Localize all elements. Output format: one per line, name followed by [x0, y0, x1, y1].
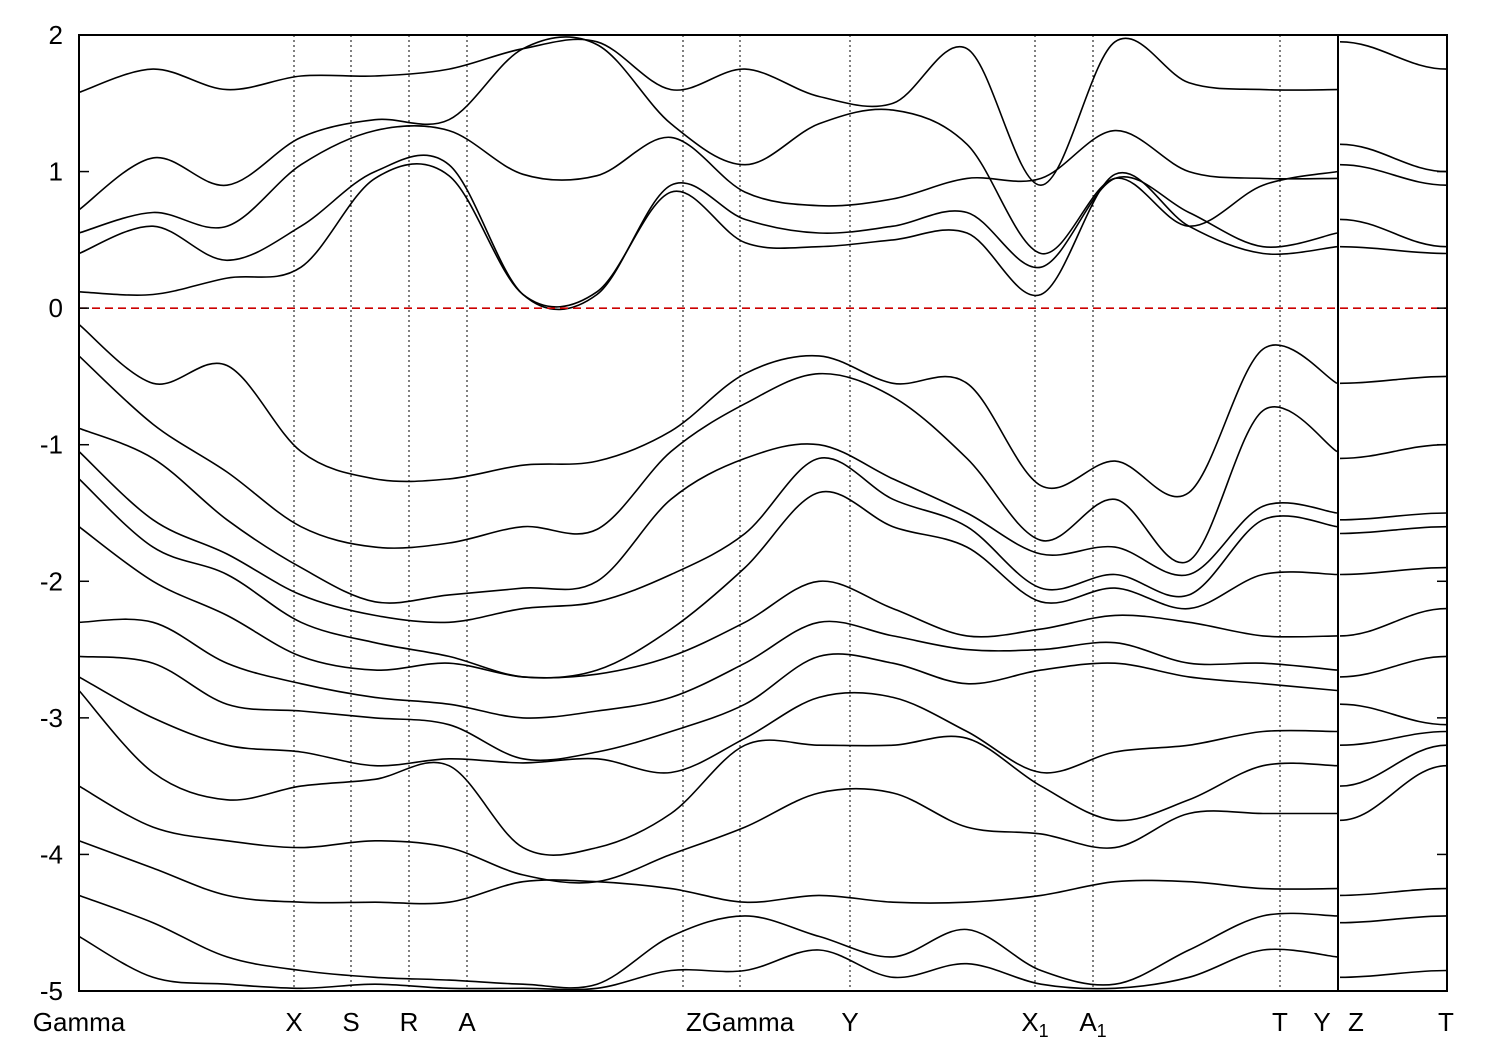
x-tick-label: X1	[1021, 1007, 1048, 1041]
y-tick-label: 1	[49, 157, 63, 187]
band-line	[78, 36, 1338, 255]
band-line	[78, 355, 1338, 564]
band-line	[1339, 218, 1448, 248]
y-tick-label: -1	[40, 430, 63, 460]
band-line	[78, 37, 1338, 187]
band-line	[1339, 969, 1448, 979]
x-tick-text: Z	[1348, 1007, 1364, 1037]
band-line	[1339, 143, 1448, 173]
y-tick-label: -4	[40, 839, 63, 869]
x-tick-text: A	[458, 1007, 476, 1037]
band-line	[78, 840, 1338, 905]
band-lines	[78, 36, 1448, 991]
x-tick-label: S	[342, 1007, 359, 1037]
x-tick-label: T	[1438, 1007, 1454, 1037]
x-tick-text: S	[342, 1007, 359, 1037]
x-tick-text: X	[285, 1007, 302, 1037]
x-tick-subscript: 1	[1039, 1021, 1049, 1041]
band-line	[1339, 764, 1448, 822]
band-line	[1339, 607, 1448, 637]
band-line	[78, 526, 1338, 679]
band-line	[78, 894, 1338, 989]
band-line	[1339, 744, 1448, 787]
band-line	[1339, 375, 1448, 385]
x-tick-label: Y	[1313, 1007, 1330, 1037]
x-tick-label: A1	[1079, 1007, 1106, 1041]
y-tick-label: 2	[49, 20, 63, 50]
x-tick-text: T	[1438, 1007, 1454, 1037]
band-line	[78, 676, 1338, 774]
x-tick-label: ZGamma	[686, 1007, 795, 1037]
band-line	[1339, 245, 1448, 255]
band-line	[1339, 163, 1448, 186]
y-tick-label: -3	[40, 703, 63, 733]
x-tick-text: Y	[841, 1007, 858, 1037]
band-line	[1339, 915, 1448, 924]
band-line	[78, 618, 1338, 719]
x-axis: Gamma X S R A ZGamma Y X1 A1 T Y Z T	[33, 1007, 1454, 1041]
x-tick-label: X	[285, 1007, 302, 1037]
x-tick-label: R	[400, 1007, 419, 1037]
band-line	[1339, 703, 1448, 726]
band-line	[78, 450, 1338, 624]
band-line	[1339, 525, 1448, 535]
band-line	[78, 935, 1338, 991]
x-tick-label: Gamma	[33, 1007, 126, 1037]
band-line	[1339, 887, 1448, 897]
band-line	[1339, 655, 1448, 678]
x-tick-label: Y	[841, 1007, 858, 1037]
band-line	[78, 427, 1338, 604]
band-line	[1339, 566, 1448, 576]
band-line	[1339, 443, 1448, 460]
high-symmetry-gridlines	[293, 35, 1281, 991]
x-tick-subscript: 1	[1097, 1021, 1107, 1041]
x-tick-text: ZGamma	[686, 1007, 795, 1037]
x-tick-text: T	[1272, 1007, 1288, 1037]
y-tick-label: 0	[49, 293, 63, 323]
band-line	[1339, 730, 1448, 746]
x-tick-label: A	[458, 1007, 476, 1037]
band-line	[78, 124, 1338, 234]
x-tick-text: X	[1021, 1007, 1038, 1037]
y-axis: 2 1 0 -1 -2 -3 -4 -5	[40, 20, 1447, 1006]
y-tick-label: -2	[40, 566, 63, 596]
band-line	[78, 154, 1338, 311]
band-line	[78, 478, 1338, 679]
band-line	[78, 653, 1338, 762]
band-line	[1339, 512, 1448, 521]
band-line	[78, 163, 1338, 308]
x-tick-text: R	[400, 1007, 419, 1037]
band-line	[78, 323, 1338, 498]
x-tick-text: Y	[1313, 1007, 1330, 1037]
band-line	[78, 689, 1338, 856]
band-line	[78, 785, 1337, 884]
plot-frame	[78, 34, 1448, 992]
x-tick-text: Gamma	[33, 1007, 126, 1037]
x-tick-label: T	[1272, 1007, 1288, 1037]
band-line	[1339, 41, 1448, 70]
y-tick-label: -5	[40, 976, 63, 1006]
x-tick-label: Z	[1348, 1007, 1364, 1037]
x-tick-text: A	[1079, 1007, 1097, 1037]
